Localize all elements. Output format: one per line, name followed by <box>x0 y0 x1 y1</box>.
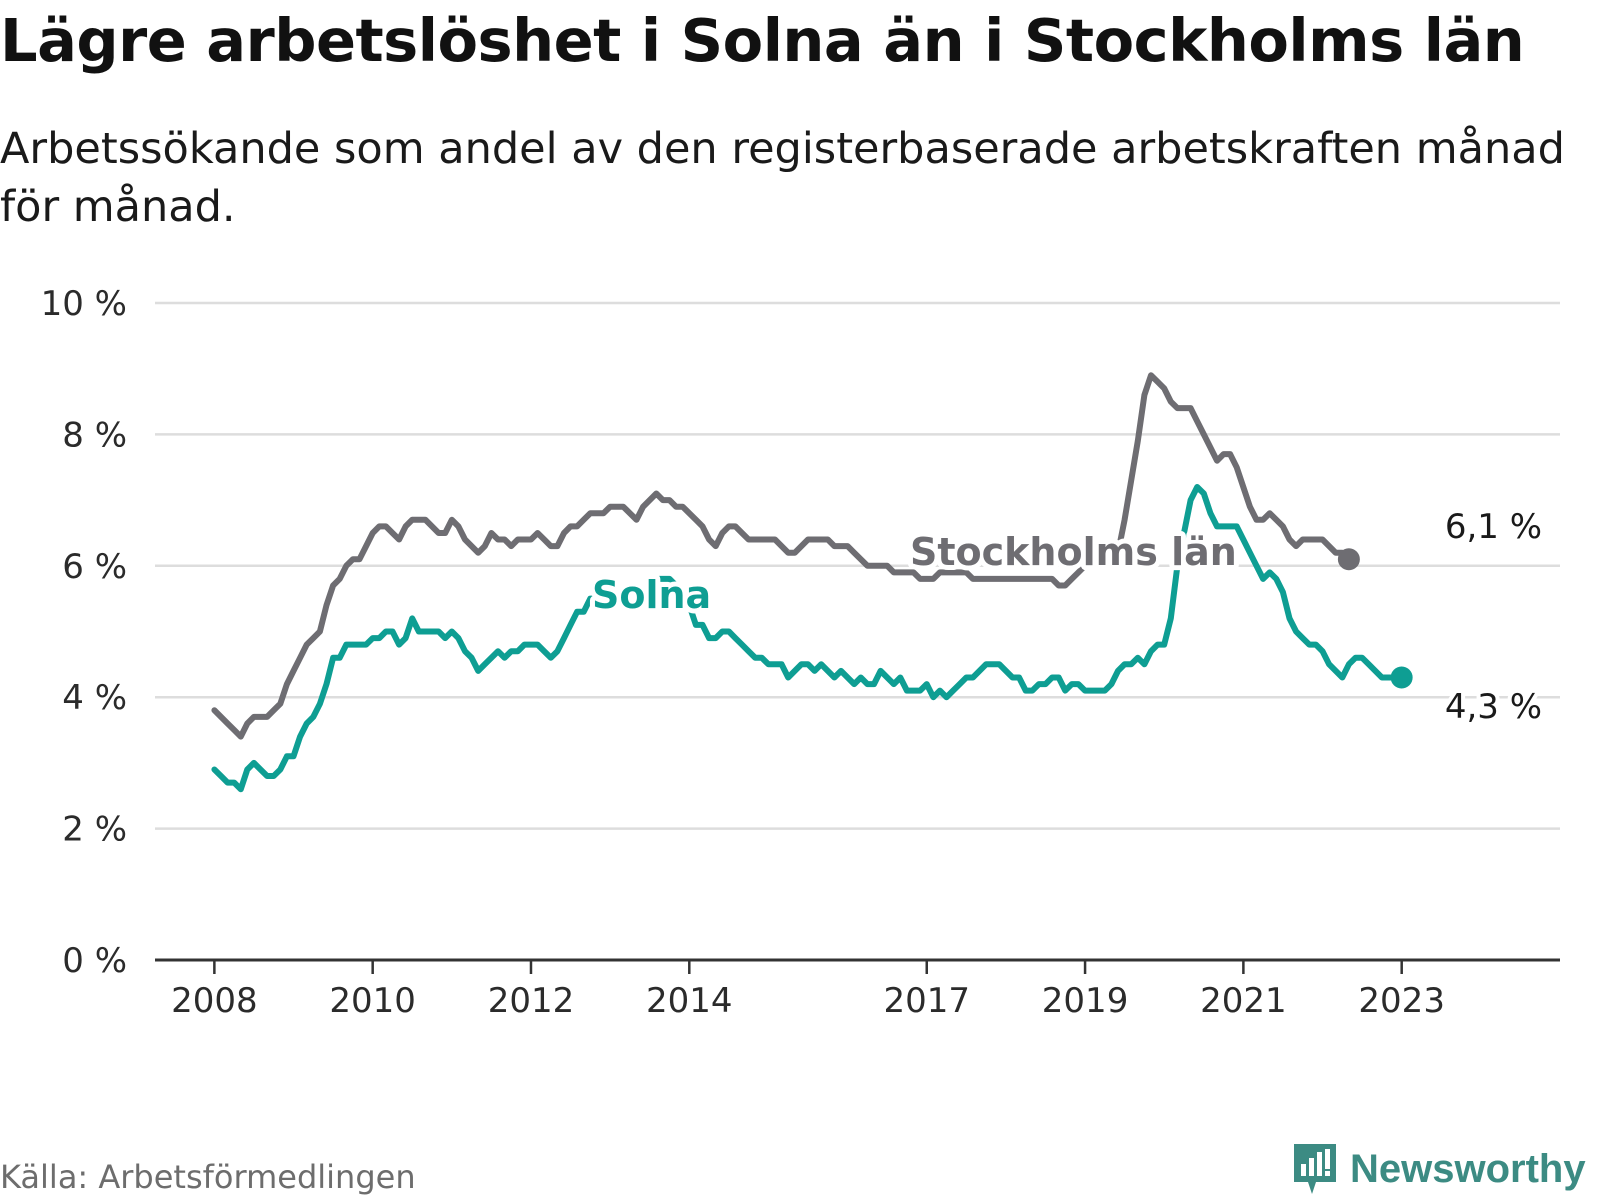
series-labels: Stockholms län Solna 6,1 % 4,3 % <box>587 503 1546 731</box>
x-tick-label: 2014 <box>646 981 733 1021</box>
x-tick-label: 2008 <box>171 981 258 1021</box>
y-tick-label: 0 % <box>62 941 127 981</box>
x-tick-label: 2012 <box>488 981 575 1021</box>
newsworthy-logo-icon <box>1294 1144 1336 1194</box>
x-tick-label: 2019 <box>1042 981 1129 1021</box>
x-axis: 2008 2010 2012 2014 2017 2019 2021 2023 <box>155 958 1560 1021</box>
y-tick-label: 6 % <box>62 547 127 587</box>
x-tick-label: 2021 <box>1200 981 1287 1021</box>
series-label-stockholm: Stockholms län <box>910 530 1237 574</box>
newsworthy-logo: Newsworthy <box>1290 1140 1586 1198</box>
series-end-marker-stockholm <box>1337 548 1360 571</box>
series-end-marker-solna <box>1390 666 1413 689</box>
end-value-stockholm: 6,1 % <box>1445 507 1542 547</box>
end-value-solna: 4,3 % <box>1445 687 1542 727</box>
chart-subtitle: Arbetssökande som andel av den registerb… <box>0 124 1565 232</box>
chart-title: Lägre arbetslöshet i Solna än i Stockhol… <box>0 6 1525 75</box>
y-tick-label: 8 % <box>62 415 127 455</box>
series-label-solna: Solna <box>592 573 711 617</box>
x-tick-label: 2023 <box>1358 981 1445 1021</box>
series-line-solna <box>211 484 1405 793</box>
series-lines <box>211 372 1413 793</box>
newsworthy-logo-text: Newsworthy <box>1350 1146 1586 1191</box>
y-tick-label: 10 % <box>41 284 127 324</box>
line-chart: 0 % 2 % 4 % 6 % 8 % 10 % 2008 2010 2012 2014 2017… <box>41 284 1560 1021</box>
gridlines: 0 % 2 % 4 % 6 % 8 % 10 % <box>41 284 1560 981</box>
y-tick-label: 2 % <box>62 810 127 850</box>
source-credit: Källa: Arbetsförmedlingen <box>0 1158 416 1196</box>
x-tick-label: 2010 <box>329 981 416 1021</box>
x-tick-label: 2017 <box>883 981 970 1021</box>
series-line-stockholm <box>211 372 1352 740</box>
y-tick-label: 4 % <box>62 678 127 718</box>
